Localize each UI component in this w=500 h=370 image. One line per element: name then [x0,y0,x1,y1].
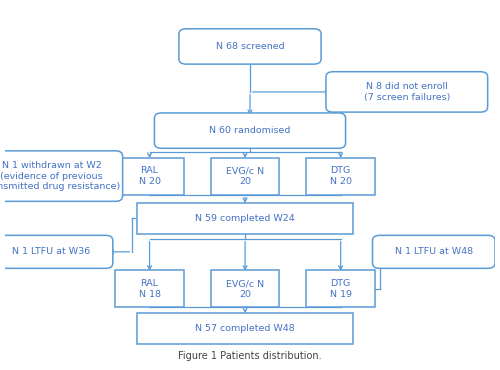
Text: N 57 completed W48: N 57 completed W48 [195,324,295,333]
FancyBboxPatch shape [179,29,321,64]
Text: RAL
N 18: RAL N 18 [138,279,160,299]
Text: EVG/c N
20: EVG/c N 20 [226,279,264,299]
FancyBboxPatch shape [138,203,353,234]
Text: N 1 withdrawn at W2
(evidence of previous
Transmitted drug resistance): N 1 withdrawn at W2 (evidence of previou… [0,161,120,191]
FancyBboxPatch shape [154,113,346,148]
Text: N 60 randomised: N 60 randomised [210,126,290,135]
Text: N 1 LTFU at W48: N 1 LTFU at W48 [394,247,473,256]
Text: EVG/c N
20: EVG/c N 20 [226,166,264,186]
FancyBboxPatch shape [306,270,375,307]
Text: DTG
N 19: DTG N 19 [330,279,351,299]
FancyBboxPatch shape [115,270,184,307]
FancyBboxPatch shape [211,158,280,195]
Text: Figure 1 Patients distribution.: Figure 1 Patients distribution. [178,351,322,361]
Text: N 59 completed W24: N 59 completed W24 [195,213,295,223]
Text: N 8 did not enroll
(7 screen failures): N 8 did not enroll (7 screen failures) [364,82,450,102]
FancyBboxPatch shape [372,235,495,268]
FancyBboxPatch shape [115,158,184,195]
Text: RAL
N 20: RAL N 20 [138,166,160,186]
FancyBboxPatch shape [138,313,353,344]
FancyBboxPatch shape [306,158,375,195]
Text: N 68 screened: N 68 screened [216,42,284,51]
Text: DTG
N 20: DTG N 20 [330,166,351,186]
FancyBboxPatch shape [326,72,488,112]
Text: N 1 LTFU at W36: N 1 LTFU at W36 [12,247,90,256]
FancyBboxPatch shape [0,235,113,268]
FancyBboxPatch shape [0,151,122,201]
FancyBboxPatch shape [211,270,280,307]
